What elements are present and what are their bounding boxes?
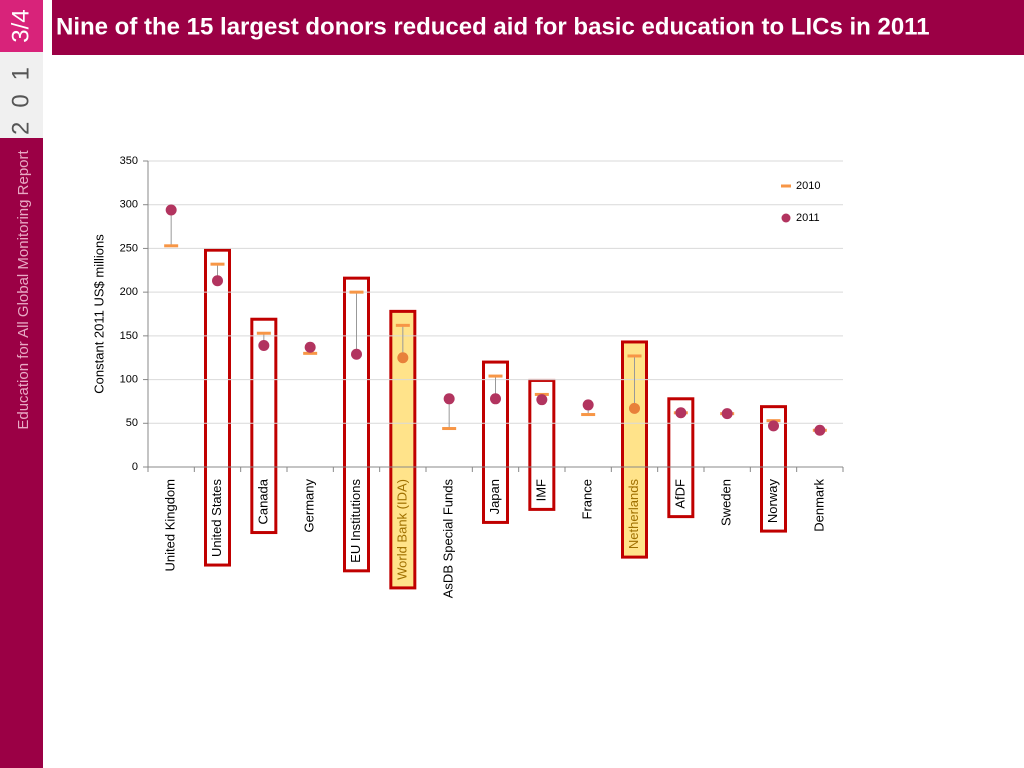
marker-2011 [212, 275, 223, 287]
marker-2011 [443, 393, 455, 405]
legend-marker [781, 213, 791, 223]
marker-2011 [490, 393, 501, 405]
highlight-box [343, 276, 370, 573]
sidebar [0, 138, 43, 768]
marker-2011 [258, 339, 270, 351]
x-tick-label: World Bank (IDA) [394, 479, 409, 580]
highlight-box [482, 360, 509, 524]
marker-2011 [629, 402, 640, 414]
x-tick-label: AfDF [672, 479, 687, 509]
x-tick-label: Denmark [811, 479, 826, 532]
x-tick-label: France [580, 479, 595, 519]
marker-2011 [351, 348, 362, 360]
marker-2011 [397, 352, 409, 364]
chart-title: Nine of the 15 largest donors reduced ai… [56, 13, 930, 40]
highlight-box [760, 405, 787, 533]
x-tick-label: AsDB Special Funds [441, 479, 456, 599]
x-tick-label: Sweden [719, 479, 734, 526]
marker-2011 [536, 394, 548, 406]
x-tick-label: Netherlands [626, 479, 641, 550]
year: 201 [7, 53, 34, 135]
marker-2010 [581, 413, 596, 417]
y-tick-label: 250 [120, 242, 138, 254]
marker-2011 [768, 420, 779, 432]
x-tick-label: Canada [255, 478, 270, 524]
marker-2010 [395, 323, 410, 327]
marker-2011 [814, 424, 826, 436]
y-tick-label: 150 [120, 330, 138, 342]
y-tick-label: 350 [120, 155, 138, 167]
marker-2010 [488, 374, 503, 378]
marker-2011 [165, 204, 177, 216]
x-tick-label: United Kingdom [163, 479, 178, 572]
x-tick-label: EU Institutions [348, 479, 363, 563]
x-tick-label: United States [209, 479, 224, 558]
sidebar-year-band [0, 52, 43, 138]
marker-2010 [349, 290, 364, 294]
highlight-box [250, 317, 278, 535]
legend-label: 2010 [796, 180, 820, 192]
highlight-box [528, 378, 556, 511]
x-tick-label: Norway [765, 479, 780, 524]
highlight-box [667, 397, 695, 519]
marker-2010 [256, 331, 271, 335]
marker-2011 [582, 399, 594, 411]
highlight-boxes [204, 248, 787, 590]
edition: 3/4 [7, 9, 34, 42]
y-axis-label: Constant 2011 US$ millions [91, 234, 106, 394]
marker-2010 [303, 351, 318, 355]
y-tick-label: 0 [132, 461, 138, 473]
legend-marker [781, 184, 791, 188]
sidebar-label: Education for All Global Monitoring Repo… [15, 150, 32, 430]
marker-2010 [442, 427, 457, 431]
marker-2011 [721, 408, 733, 420]
marker-2010 [627, 354, 642, 358]
y-tick-label: 100 [120, 373, 138, 385]
highlight-box [389, 309, 417, 590]
y-tick-label: 300 [120, 199, 138, 211]
x-tick-label: IMF [533, 479, 548, 501]
highlight-box [204, 248, 231, 567]
marker-2010 [164, 244, 179, 248]
y-tick-label: 50 [126, 417, 138, 429]
legend-label: 2011 [796, 212, 820, 224]
marker-2011 [675, 407, 687, 419]
x-tick-label: Japan [487, 479, 502, 514]
x-tick-label: Germany [302, 479, 317, 533]
marker-2010 [210, 262, 225, 266]
marker-2011 [304, 341, 316, 353]
sidebar-top [0, 0, 43, 52]
title-bar [52, 0, 1024, 55]
y-tick-label: 200 [120, 286, 138, 298]
